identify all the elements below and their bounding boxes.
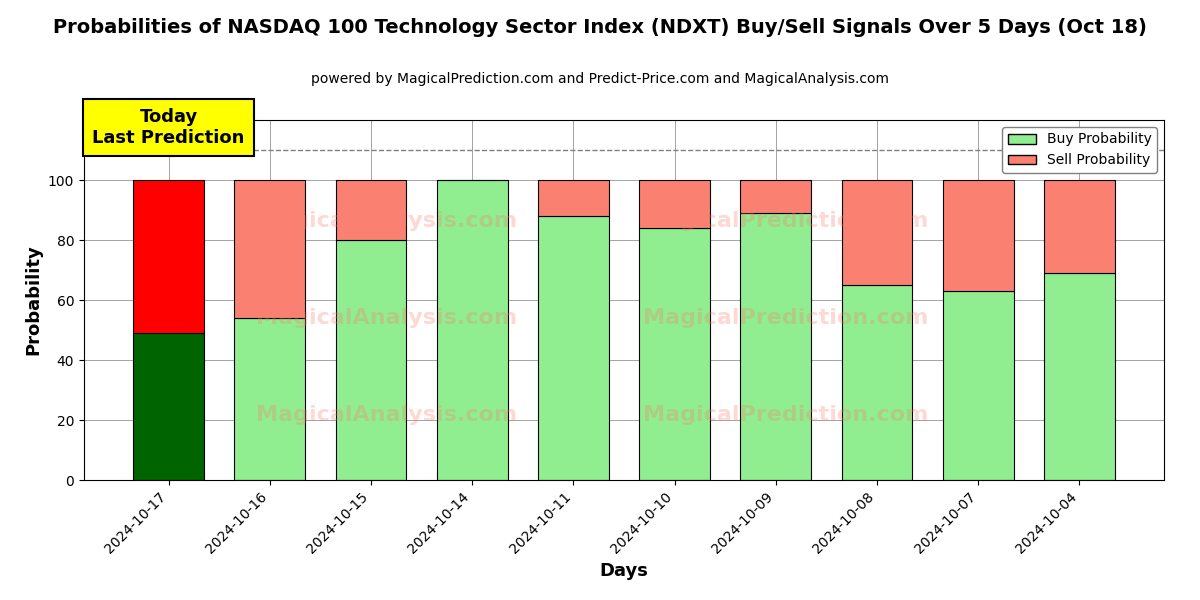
Bar	[640, 180, 710, 228]
Text: MagicalPrediction.com: MagicalPrediction.com	[643, 405, 929, 425]
Text: MagicalPrediction.com: MagicalPrediction.com	[643, 308, 929, 328]
Text: MagicalAnalysis.com: MagicalAnalysis.com	[256, 308, 517, 328]
Bar	[133, 180, 204, 333]
Bar	[1044, 180, 1115, 273]
Bar	[841, 285, 912, 480]
Bar	[841, 180, 912, 285]
Legend: Buy Probability, Sell Probability: Buy Probability, Sell Probability	[1002, 127, 1157, 173]
Bar	[943, 291, 1014, 480]
Bar	[943, 180, 1014, 291]
Bar	[538, 180, 608, 216]
Bar	[133, 333, 204, 480]
Bar	[740, 213, 811, 480]
Text: MagicalAnalysis.com: MagicalAnalysis.com	[256, 211, 517, 231]
Text: Probabilities of NASDAQ 100 Technology Sector Index (NDXT) Buy/Sell Signals Over: Probabilities of NASDAQ 100 Technology S…	[53, 18, 1147, 37]
Text: MagicalAnalysis.com: MagicalAnalysis.com	[256, 405, 517, 425]
Text: Today
Last Prediction: Today Last Prediction	[92, 108, 245, 147]
Y-axis label: Probability: Probability	[24, 245, 42, 355]
Text: powered by MagicalPrediction.com and Predict-Price.com and MagicalAnalysis.com: powered by MagicalPrediction.com and Pre…	[311, 72, 889, 86]
Bar	[336, 240, 407, 480]
Bar	[1044, 273, 1115, 480]
Bar	[234, 318, 305, 480]
Bar	[538, 216, 608, 480]
Bar	[740, 180, 811, 213]
Text: MagicalPrediction.com: MagicalPrediction.com	[643, 211, 929, 231]
X-axis label: Days: Days	[600, 562, 648, 580]
Bar	[640, 228, 710, 480]
Bar	[437, 180, 508, 480]
Bar	[336, 180, 407, 240]
Bar	[234, 180, 305, 318]
